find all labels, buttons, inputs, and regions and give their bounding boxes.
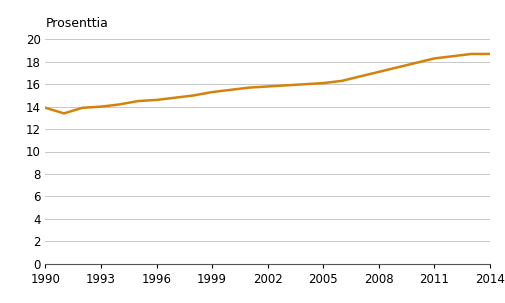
Text: Prosenttia: Prosenttia (45, 17, 109, 30)
